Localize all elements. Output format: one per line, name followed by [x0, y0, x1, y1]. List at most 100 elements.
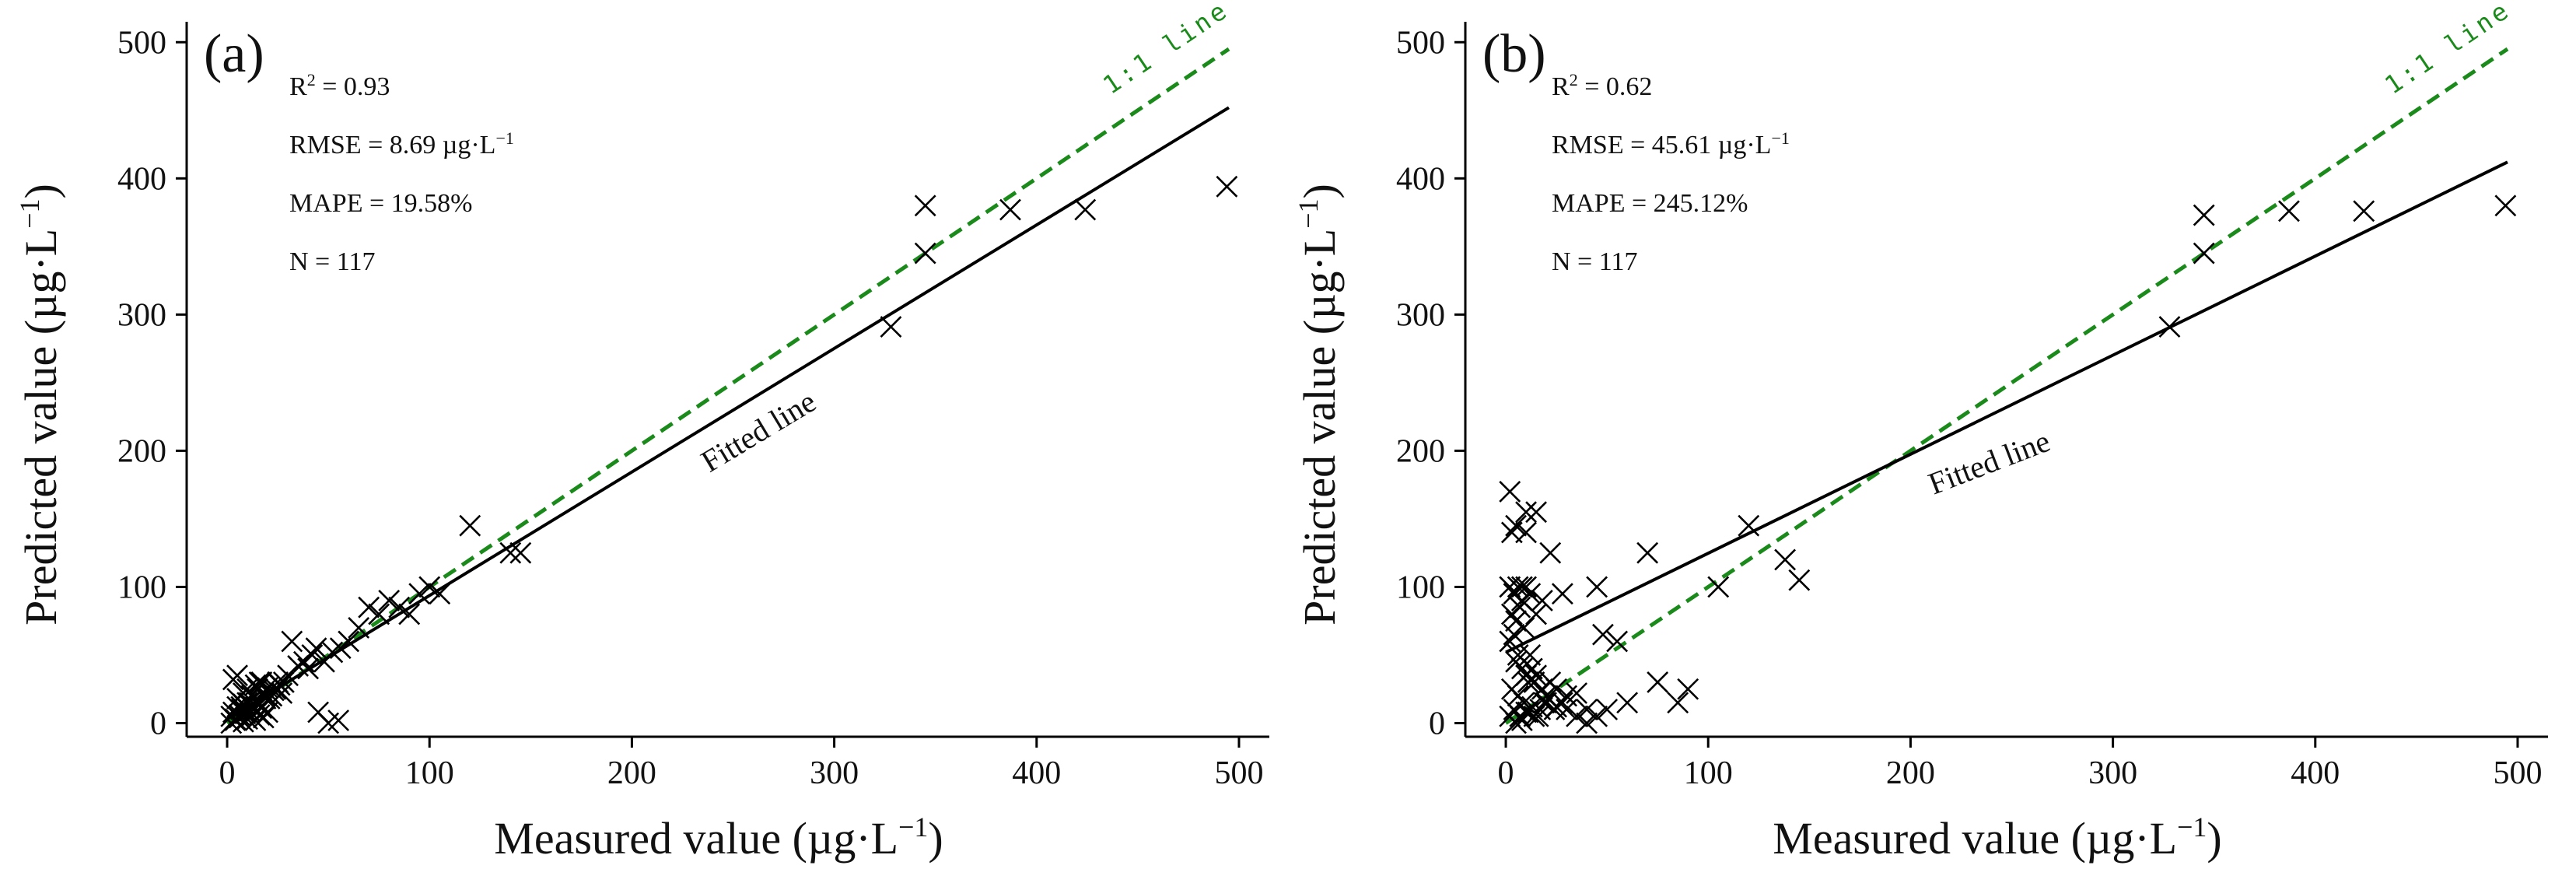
panel-b-data	[1499, 47, 2517, 734]
panel-a-fitted-line-label: Fitted line	[695, 384, 821, 479]
panel-b-point	[1545, 678, 1567, 700]
panel-a-point	[358, 596, 380, 618]
panel-b-point	[1667, 692, 1689, 714]
panel-b-point	[1616, 692, 1639, 714]
panel-a-point	[418, 576, 441, 598]
panel-b-point	[1592, 623, 1614, 646]
panel-b-mape: MAPE = 245.12%	[1552, 189, 1748, 218]
panel-b-point	[1774, 548, 1797, 571]
panel-b-point	[1499, 480, 1521, 503]
panel-a-point	[398, 603, 421, 625]
panel-b-point	[2193, 242, 2215, 265]
panel-b-point	[1788, 569, 1811, 591]
panel-b-point	[1566, 682, 1588, 704]
panel-a-point	[281, 630, 303, 653]
panel-b-point	[2494, 194, 2517, 217]
panel-a-point	[226, 664, 248, 687]
panel-a-mape: MAPE = 19.58%	[289, 189, 472, 218]
panel-a-point	[272, 671, 295, 693]
panel-a-point	[429, 583, 451, 605]
panel-b-one-to-one-line	[1504, 47, 2509, 725]
panel-a-y-tick-label: 0	[150, 706, 166, 741]
panel-b-point	[1596, 699, 1619, 720]
panel-b-point	[1519, 644, 1542, 666]
panel-a-fitted-line	[226, 106, 1230, 720]
panel-a-x-tick-label: 400	[1012, 755, 1061, 791]
panel-a-one-to-one-line	[226, 47, 1230, 725]
panel-a-x-axis-label: Measured value (µg·L−1)	[494, 811, 943, 864]
panel-a-point	[348, 617, 370, 639]
panel-b-point	[1503, 623, 1525, 646]
panel-b-y-tick-label: 0	[1429, 706, 1445, 741]
panel-a-point	[378, 590, 401, 611]
panel-b-point	[1515, 501, 1537, 524]
panel-a-y-axis-label: Predicted value (µg·L−1)	[14, 184, 66, 625]
panel-b-point	[1521, 657, 1543, 680]
panel-b-one-to-one-label: 1:1 line	[2379, 0, 2516, 100]
panel-b-point	[1531, 590, 1553, 611]
panel-b-point	[1576, 712, 1598, 734]
panel-b-x-axis-label: Measured value (µg·L−1)	[1773, 811, 2221, 864]
panel-b-point	[1499, 576, 1521, 598]
panel-a-point	[509, 541, 532, 564]
panel-b-point	[2193, 204, 2215, 226]
panel-b-y-tick-label: 500	[1396, 25, 1445, 61]
panel-a-axes: 0 100 200 300 400 500 0 100 200 300 400 500	[117, 22, 1269, 791]
panel-b-x-tick-label: 500	[2493, 755, 2542, 791]
panel-a-y-tick-label: 100	[117, 569, 166, 605]
panel-a-point	[305, 637, 327, 660]
panel-a-point	[499, 541, 522, 564]
panel-a-y-tick-label: 300	[117, 297, 166, 333]
panel-b-point	[1738, 514, 1760, 537]
panel-a-labels: (a) R2 = 0.93 RMSE = 8.69 µg·L−1 MAPE = …	[14, 0, 1234, 864]
panel-b: 0 100 200 300 400 500 0 100 200 300 400 500 (b) R2 …	[1293, 0, 2548, 864]
panel-a-point	[1074, 198, 1097, 221]
panel-b-point	[1519, 583, 1542, 605]
panel-a-data	[220, 47, 1238, 734]
panel-a-n: N = 117	[289, 247, 375, 276]
panel-a: 0 100 200 300 400 500 0 100 200 300 400 500 (a) R2 …	[14, 0, 1269, 864]
panel-b-point	[1586, 576, 1608, 598]
panel-a-point	[338, 630, 360, 653]
panel-b-label: (b)	[1482, 24, 1546, 84]
panel-b-point	[2278, 200, 2300, 223]
panel-a-point	[313, 650, 335, 673]
panel-a-y-tick-label: 400	[117, 161, 166, 197]
panel-a-point	[250, 671, 273, 693]
panel-a-x-tick-label: 100	[405, 755, 454, 791]
panel-b-point	[1525, 603, 1547, 625]
panel-b-point	[1539, 541, 1562, 564]
panel-b-fitted-line	[1505, 160, 2508, 654]
panel-a-point	[327, 710, 350, 731]
panel-b-n: N = 117	[1552, 247, 1637, 276]
panel-b-rmse: RMSE = 45.61 µg·L−1	[1552, 128, 1790, 159]
panel-b-x-tick-label: 300	[2088, 755, 2137, 791]
panel-a-point	[321, 641, 344, 664]
panel-a-r2: R2 = 0.93	[289, 70, 390, 101]
panel-a-point	[880, 316, 902, 338]
panel-b-point	[1525, 501, 1547, 524]
panel-b-point	[1507, 576, 1529, 598]
panel-b-y-tick-label: 400	[1396, 161, 1445, 197]
panel-a-point	[459, 514, 481, 537]
panel-b-point	[1707, 576, 1730, 598]
panel-b-point	[1515, 576, 1537, 598]
panel-b-point	[2353, 200, 2375, 223]
panel-b-point	[1509, 596, 1531, 618]
panel-b-y-tick-label: 200	[1396, 433, 1445, 469]
panel-a-rmse: RMSE = 8.69 µg·L−1	[289, 128, 514, 159]
panel-b-y-axis-label: Predicted value (µg·L−1)	[1293, 184, 1345, 625]
panel-b-point	[1556, 699, 1578, 720]
panel-a-point	[1216, 175, 1238, 198]
panel-b-point	[1505, 514, 1527, 537]
panel-b-x-tick-label: 0	[1498, 755, 1514, 791]
panel-a-point	[388, 596, 411, 618]
panel-b-r2: R2 = 0.62	[1552, 70, 1652, 101]
panel-a-point	[914, 194, 936, 217]
panel-b-point	[1499, 630, 1521, 653]
panel-b-point	[1515, 521, 1537, 544]
panel-a-x-tick-label: 200	[607, 755, 656, 791]
panel-b-point	[2158, 316, 2181, 338]
panel-b-point	[1551, 583, 1573, 605]
panel-b-point	[1586, 705, 1608, 727]
